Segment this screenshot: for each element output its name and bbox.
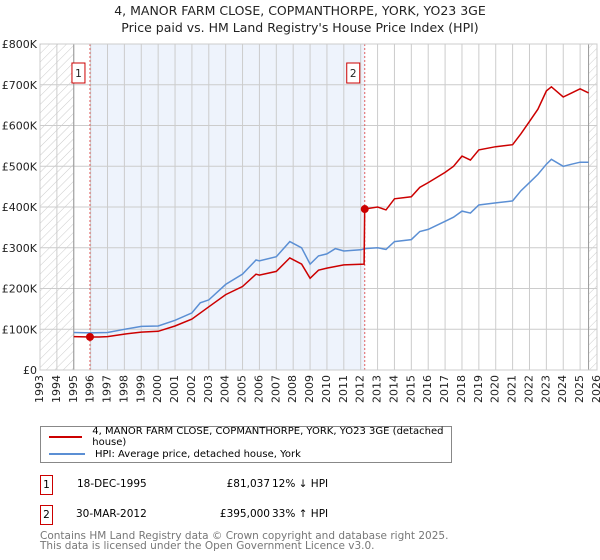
x-tick-label: 2025 xyxy=(573,375,586,403)
x-tick-label: 2024 xyxy=(556,375,569,403)
x-tick-label: 2000 xyxy=(151,375,164,403)
sale-point xyxy=(85,332,94,341)
x-tick-label: 2026 xyxy=(590,375,600,403)
legend-swatch-hpi xyxy=(49,453,85,455)
sale-label: 1 xyxy=(75,68,82,80)
x-tick-label: 2019 xyxy=(472,375,485,403)
x-tick-label: 2022 xyxy=(522,375,535,403)
x-tick-label: 2018 xyxy=(455,375,468,403)
x-tick-label: 2007 xyxy=(269,375,282,403)
x-tick-label: 2014 xyxy=(387,375,400,403)
y-tick-label: £0 xyxy=(23,364,37,377)
x-tick-label: 2021 xyxy=(506,375,519,403)
x-tick-label: 2002 xyxy=(185,375,198,403)
transaction-row: 2 30-MAR-2012 £395,000 33% ↑ HPI xyxy=(40,505,540,525)
transaction-hpi-diff: 12% ↓ HPI xyxy=(272,478,329,490)
y-tick-label: £400K xyxy=(2,201,38,214)
y-tick-label: £200K xyxy=(2,283,38,296)
x-tick-label: 2008 xyxy=(286,375,299,403)
y-tick-label: £600K xyxy=(2,120,38,133)
legend-swatch-price xyxy=(49,436,83,438)
x-tick-label: 2003 xyxy=(202,375,215,403)
transaction-marker: 2 xyxy=(40,505,53,525)
x-tick-label: 1999 xyxy=(134,375,147,403)
y-tick-label: £500K xyxy=(2,160,38,173)
transaction-price: £81,037 xyxy=(226,478,270,490)
x-tick-label: 2017 xyxy=(438,375,451,403)
plot-area: 1993 1994 1995 1996 1997 1998 1999 2000 2001 2002… xyxy=(2,38,600,403)
x-tick-label: 2010 xyxy=(320,375,333,403)
legend: 4, MANOR FARM CLOSE, COPMANTHORPE, YORK,… xyxy=(40,426,452,463)
y-tick-label: £700K xyxy=(2,79,38,92)
y-tick-label: £300K xyxy=(2,242,38,255)
x-tick-label: 2013 xyxy=(371,375,384,403)
legend-item-price: 4, MANOR FARM CLOSE, COPMANTHORPE, YORK,… xyxy=(49,426,451,448)
x-tick-label: 2011 xyxy=(337,375,350,403)
x-tick-label: 1995 xyxy=(67,375,80,403)
transaction-hpi-diff: 33% ↑ HPI xyxy=(272,508,329,520)
y-tick-label: £800K xyxy=(2,38,38,51)
x-tick-label: 1994 xyxy=(50,375,63,403)
footer-licence: This data is licensed under the Open Gov… xyxy=(40,540,375,552)
sale-label: 2 xyxy=(350,68,357,80)
sale-point xyxy=(360,205,369,214)
legend-label-hpi: HPI: Average price, detached house, York xyxy=(95,448,301,460)
chart-title: 4, MANOR FARM CLOSE, COPMANTHORPE, YORK,… xyxy=(114,3,486,18)
hpi-line xyxy=(73,158,589,334)
x-tick-label: 2016 xyxy=(421,375,434,403)
x-tick-label: 1996 xyxy=(84,375,97,403)
x-tick-label: 2009 xyxy=(303,375,316,403)
chart-subtitle: Price paid vs. HM Land Registry's House … xyxy=(121,20,479,35)
x-tick-label: 2006 xyxy=(252,375,265,403)
x-tick-label: 2005 xyxy=(236,375,249,403)
y-tick-label: £100K xyxy=(2,323,38,336)
legend-label-price: 4, MANOR FARM CLOSE, COPMANTHORPE, YORK,… xyxy=(92,426,444,448)
x-tick-label: 2015 xyxy=(404,375,417,403)
x-tick-label: 1993 xyxy=(33,375,46,403)
plot-border xyxy=(39,43,598,371)
transaction-price: £395,000 xyxy=(219,508,270,520)
sale-label-box xyxy=(71,62,86,84)
transaction-date: 18-DEC-1995 xyxy=(77,478,147,490)
legend-item-hpi: HPI: Average price, detached house, York xyxy=(49,447,301,461)
x-tick-label: 1997 xyxy=(101,375,114,403)
x-tick-label: 2012 xyxy=(354,375,367,403)
x-tick-label: 1998 xyxy=(117,375,130,403)
x-tick-label: 2020 xyxy=(489,375,502,403)
x-tick-label: 2023 xyxy=(539,375,552,403)
transaction-date: 30-MAR-2012 xyxy=(76,508,147,520)
sale-label-box xyxy=(346,62,361,84)
x-tick-label: 2001 xyxy=(168,375,181,403)
transaction-row: 1 18-DEC-1995 £81,037 12% ↓ HPI xyxy=(40,475,540,495)
footer-copyright: Contains HM Land Registry data © Crown c… xyxy=(40,530,449,542)
transaction-marker: 1 xyxy=(40,475,53,495)
x-tick-label: 2004 xyxy=(219,375,232,403)
footer: Contains HM Land Registry data © Crown c… xyxy=(40,530,449,552)
